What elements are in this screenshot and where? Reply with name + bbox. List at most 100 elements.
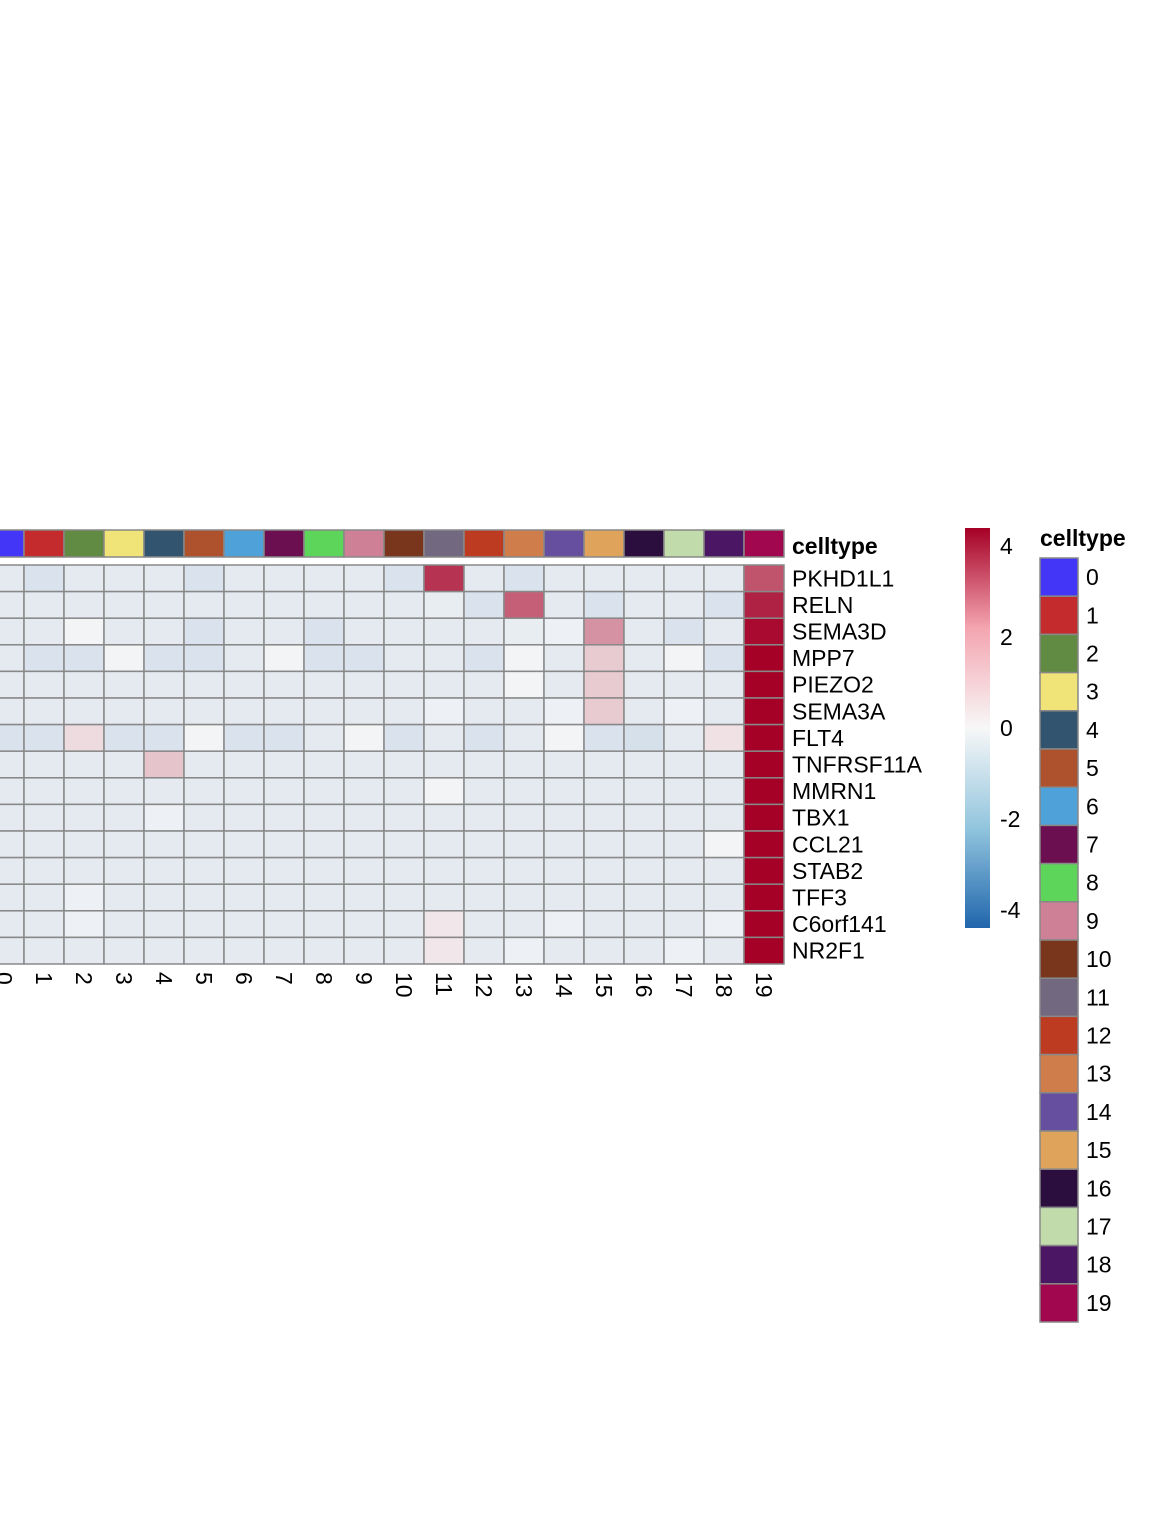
heat-cell — [303, 564, 345, 593]
heat-cell — [63, 830, 105, 859]
column-label: 17 — [671, 972, 697, 998]
heat-cell — [663, 670, 705, 699]
heat-cell — [383, 856, 425, 885]
heat-cell — [263, 936, 305, 965]
heat-cell — [583, 590, 625, 619]
heat-cell — [423, 830, 465, 859]
heat-cell — [503, 697, 545, 726]
column-label: 6 — [231, 972, 257, 985]
heat-cell — [183, 697, 225, 726]
legend-swatch-15 — [1039, 1130, 1079, 1170]
annotation-cell-4 — [143, 529, 185, 558]
column-label: 16 — [631, 972, 657, 998]
heat-cell — [303, 670, 345, 699]
legend-label: 9 — [1086, 908, 1099, 934]
heat-cell — [183, 936, 225, 965]
heat-cell — [263, 830, 305, 859]
column-label: 12 — [471, 972, 497, 998]
heat-cell — [703, 644, 745, 673]
gene-label: SEMA3A — [792, 698, 886, 724]
heat-cell — [383, 617, 425, 646]
heat-cell — [583, 697, 625, 726]
heat-cell — [383, 750, 425, 779]
legend-swatch-18 — [1039, 1244, 1079, 1285]
heat-cell — [23, 670, 65, 699]
legend-label: 15 — [1086, 1137, 1112, 1163]
heat-cell — [263, 644, 305, 673]
heat-cell — [63, 644, 105, 673]
column-label: 7 — [271, 972, 297, 985]
legend-swatch-11 — [1039, 977, 1079, 1018]
heat-cell — [343, 936, 385, 965]
heat-cell — [103, 803, 145, 832]
column-label: 15 — [591, 972, 617, 998]
heat-cell — [23, 750, 65, 779]
heat-cell — [303, 856, 345, 885]
heat-cell — [103, 670, 145, 699]
heat-cell — [343, 670, 385, 699]
legend-swatch-7 — [1039, 824, 1079, 865]
heat-cell — [503, 936, 545, 965]
heat-cell — [743, 670, 785, 699]
heat-cell — [623, 697, 665, 726]
heatmap-cells — [0, 564, 785, 965]
heat-cell — [263, 777, 305, 806]
heat-cell — [383, 883, 425, 912]
heat-cell — [423, 617, 465, 646]
heat-cell — [703, 590, 745, 619]
heat-cell — [23, 856, 65, 885]
heat-cell — [63, 936, 105, 965]
column-label: 19 — [751, 972, 777, 998]
heat-cell — [623, 617, 665, 646]
heat-cell — [663, 936, 705, 965]
heat-cell — [343, 803, 385, 832]
heat-cell — [143, 777, 185, 806]
heat-cell — [463, 830, 505, 859]
annotation-cell-0 — [0, 529, 25, 558]
heat-cell — [663, 617, 705, 646]
heat-cell — [463, 936, 505, 965]
heat-cell — [383, 644, 425, 673]
heat-cell — [343, 777, 385, 806]
heat-cell — [503, 564, 545, 593]
heat-cell — [543, 803, 585, 832]
column-label: 2 — [71, 972, 97, 985]
gene-label: SEMA3D — [792, 619, 887, 645]
gene-label: RELN — [792, 592, 853, 618]
heat-cell — [503, 856, 545, 885]
heat-cell — [183, 750, 225, 779]
gene-label: PIEZO2 — [792, 672, 874, 698]
heat-cell — [263, 670, 305, 699]
legend-label: 3 — [1086, 679, 1099, 705]
legend-label: 6 — [1086, 793, 1099, 819]
heat-cell — [23, 777, 65, 806]
heat-cell — [463, 910, 505, 939]
annotation-cell-9 — [343, 529, 385, 558]
heat-cell — [263, 803, 305, 832]
heat-cell — [743, 644, 785, 673]
heat-cell — [583, 564, 625, 593]
heat-cell — [503, 750, 545, 779]
heat-cell — [223, 910, 265, 939]
heat-cell — [743, 750, 785, 779]
annotation-cell-18 — [703, 529, 745, 558]
heat-cell — [623, 910, 665, 939]
heat-cell — [463, 883, 505, 912]
heat-cell — [383, 697, 425, 726]
heat-cell — [303, 644, 345, 673]
heat-cell — [0, 910, 25, 939]
heat-cell — [63, 777, 105, 806]
heat-cell — [743, 617, 785, 646]
heat-cell — [503, 777, 545, 806]
heat-cell — [103, 910, 145, 939]
heat-cell — [143, 617, 185, 646]
color-scale-tick: 0 — [1000, 715, 1013, 741]
column-label: 8 — [311, 972, 337, 985]
color-scale-tick: 2 — [1000, 624, 1013, 650]
heat-cell — [703, 564, 745, 593]
column-label: 11 — [431, 972, 457, 996]
heat-cell — [703, 936, 745, 965]
annotation-cell-2 — [63, 529, 105, 558]
heat-cell — [543, 723, 585, 752]
